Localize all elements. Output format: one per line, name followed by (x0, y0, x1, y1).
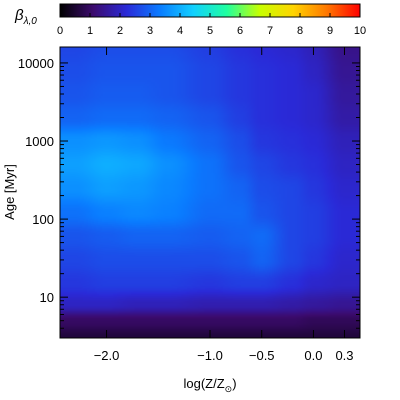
heatmap-image (60, 47, 360, 338)
colorbar-label: βλ,0 (14, 7, 37, 27)
heatmap-area (60, 47, 360, 338)
y-axis: 10 100 1000 10000 (18, 56, 360, 339)
colorbar: βλ,0 0 1 2 3 4 5 6 7 8 9 10 (14, 3, 366, 37)
x-tick-label: −1.0 (197, 348, 223, 363)
x-tick-label: −0.5 (249, 348, 275, 363)
colorbar-tick-label: 8 (297, 25, 303, 37)
x-axis-label-close: ) (232, 376, 236, 391)
y-axis-label: Age [Myr] (2, 164, 17, 220)
x-tick-label: 0.3 (335, 348, 353, 363)
colorbar-tick-label: 5 (207, 25, 213, 37)
x-axis-label: log(Z/Z⊙) (183, 376, 236, 394)
colorbar-tick-label: 3 (147, 25, 153, 37)
colorbar-tick-label: 7 (267, 25, 273, 37)
x-axis: −2.0 −1.0 −0.5 0.0 0.3 (94, 47, 354, 363)
colorbar-tick-label: 1 (87, 25, 93, 37)
colorbar-tick-label: 6 (237, 25, 243, 37)
colorbar-tick-label: 4 (177, 25, 183, 37)
colorbar-tick-label: 9 (327, 25, 333, 37)
x-tick-label: −2.0 (94, 348, 120, 363)
colorbar-tick-label: 2 (117, 25, 123, 37)
y-tick-label: 10000 (18, 56, 54, 71)
x-tick-label: 0.0 (304, 348, 322, 363)
colorbar-label-subscript: λ,0 (23, 16, 38, 27)
colorbar-label-symbol: β (14, 7, 24, 24)
y-tick-label: 10 (40, 290, 54, 305)
colorbar-tick-label: 10 (354, 25, 366, 37)
colorbar-ticks: 0 1 2 3 4 5 6 7 8 9 10 (57, 13, 366, 37)
x-axis-label-main: log(Z/Z (183, 376, 224, 391)
y-tick-label: 1000 (25, 134, 54, 149)
colorbar-tick-label: 0 (57, 25, 63, 37)
x-axis-label-sub: ⊙ (225, 384, 233, 394)
y-tick-label: 100 (32, 212, 54, 227)
